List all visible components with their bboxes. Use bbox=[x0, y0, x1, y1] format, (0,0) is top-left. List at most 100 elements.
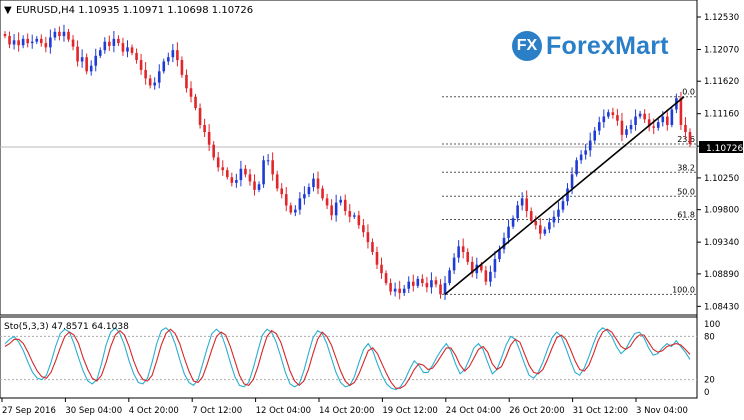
candle-bear bbox=[58, 31, 61, 37]
time-tick-label: 12 Oct 04:00 bbox=[256, 406, 311, 416]
candle-bull bbox=[294, 209, 297, 213]
candle-bull bbox=[49, 37, 52, 48]
fib-level-label: 0.0 bbox=[682, 88, 695, 97]
price-tick-label: 1.11620 bbox=[704, 77, 739, 87]
stochastic-axis: 100 80 20 0 bbox=[704, 320, 720, 398]
candle-bear bbox=[198, 108, 202, 125]
candle-bull bbox=[98, 50, 102, 56]
candle-bull bbox=[443, 283, 447, 295]
candle-bull bbox=[661, 116, 665, 123]
candle-bear bbox=[271, 160, 274, 175]
candle-bull bbox=[597, 122, 601, 131]
candle-bull bbox=[353, 215, 356, 217]
candle-bull bbox=[162, 61, 166, 72]
stochastic-oscillator bbox=[0, 326, 697, 391]
time-axis: 27 Sep 2016 30 Sep 04:00 4 Oct 20:00 7 Oct … bbox=[1, 398, 688, 416]
candle-bear bbox=[384, 273, 388, 284]
candle-bull bbox=[53, 31, 57, 38]
fibonacci-retracement[interactable]: 0.0 23.6 38.2 50.0 61.8 100.0 bbox=[442, 88, 697, 295]
trend-line[interactable] bbox=[444, 96, 685, 295]
candle-bull bbox=[629, 124, 633, 130]
candle-bull bbox=[153, 82, 157, 86]
candle-bear bbox=[248, 174, 252, 182]
candle-bear bbox=[439, 284, 442, 295]
candle-bear bbox=[538, 225, 542, 234]
candle-bull bbox=[266, 160, 270, 162]
candle-bull bbox=[489, 271, 492, 282]
fib-level-label: 38.2 bbox=[677, 163, 695, 172]
stoch-tick-label: 0 bbox=[704, 388, 709, 398]
candle-bear bbox=[484, 270, 488, 282]
time-tick-label: 19 Oct 12:00 bbox=[382, 406, 437, 416]
symbol-arrow-icon[interactable]: ▼ bbox=[4, 5, 12, 16]
price-axis: 1.125301.120701.116201.111601.107001.102… bbox=[697, 13, 739, 312]
candle-bull bbox=[126, 47, 129, 52]
time-tick-label: 3 Nov 04:00 bbox=[636, 406, 688, 416]
candle-bear bbox=[207, 132, 211, 145]
candle-bear bbox=[343, 199, 347, 212]
candle-bear bbox=[666, 116, 669, 125]
candle-bear bbox=[67, 31, 70, 40]
candle-bear bbox=[39, 38, 43, 44]
fib-level-label: 23.6 bbox=[677, 135, 695, 144]
candle-bear bbox=[389, 283, 392, 292]
current-price-value: 1.10726 bbox=[706, 144, 743, 154]
candle-bull bbox=[638, 113, 642, 117]
candle-bull bbox=[552, 216, 556, 223]
stoch-signal-line bbox=[4, 328, 691, 389]
candle-bull bbox=[103, 41, 107, 51]
candle-bull bbox=[312, 178, 315, 188]
candle-bear bbox=[203, 124, 206, 133]
candle-bull bbox=[30, 41, 34, 44]
candle-bull bbox=[602, 116, 606, 123]
candle-bear bbox=[357, 215, 361, 226]
candle-bear bbox=[148, 78, 152, 86]
candle-bear bbox=[466, 252, 470, 262]
stoch-main-line bbox=[4, 326, 691, 391]
time-tick-label: 14 Oct 20:00 bbox=[319, 406, 374, 416]
time-tick-label: 30 Sep 04:00 bbox=[65, 406, 122, 416]
candle-bull bbox=[80, 57, 84, 62]
candle-bear bbox=[461, 246, 465, 253]
candle-bear bbox=[529, 211, 533, 221]
candle-bear bbox=[380, 264, 383, 274]
price-tick-label: 1.08890 bbox=[704, 270, 739, 280]
price-tick-label: 1.09800 bbox=[704, 206, 739, 216]
candle-bull bbox=[94, 55, 98, 66]
candle-bear bbox=[375, 252, 379, 265]
time-tick-label: 27 Sep 2016 bbox=[2, 406, 56, 416]
candle-bear bbox=[348, 211, 352, 217]
candle-bear bbox=[176, 50, 179, 61]
candle-bull bbox=[543, 229, 547, 234]
candle-bear bbox=[289, 205, 293, 213]
candle-bear bbox=[534, 220, 538, 226]
price-tick-label: 1.08430 bbox=[704, 302, 739, 312]
candle-bear bbox=[330, 205, 333, 216]
candle-bear bbox=[180, 60, 184, 75]
candle-bull bbox=[511, 218, 515, 227]
candle-bull bbox=[171, 50, 175, 58]
candle-bear bbox=[275, 174, 279, 189]
candle-bear bbox=[139, 60, 143, 70]
candle-bear bbox=[480, 264, 483, 271]
candle-bear bbox=[216, 157, 220, 168]
price-tick-label: 1.12070 bbox=[704, 45, 739, 55]
candle-bull bbox=[334, 202, 338, 216]
candle-bull bbox=[625, 129, 628, 135]
time-tick-label: 4 Oct 20:00 bbox=[129, 406, 179, 416]
candle-bear bbox=[616, 115, 619, 121]
candle-bear bbox=[366, 232, 370, 243]
time-tick-label: 31 Oct 12:00 bbox=[573, 406, 628, 416]
candle-bear bbox=[144, 69, 147, 79]
candle-bull bbox=[566, 188, 569, 202]
candle-bear bbox=[130, 47, 134, 53]
candle-bear bbox=[108, 41, 111, 46]
candle-bull bbox=[593, 130, 597, 141]
candle-bull bbox=[670, 109, 674, 125]
current-price-tag bbox=[699, 141, 743, 153]
candle-bull bbox=[448, 270, 451, 284]
candle-bull bbox=[607, 112, 610, 117]
fib-level-label: 61.8 bbox=[677, 211, 695, 220]
